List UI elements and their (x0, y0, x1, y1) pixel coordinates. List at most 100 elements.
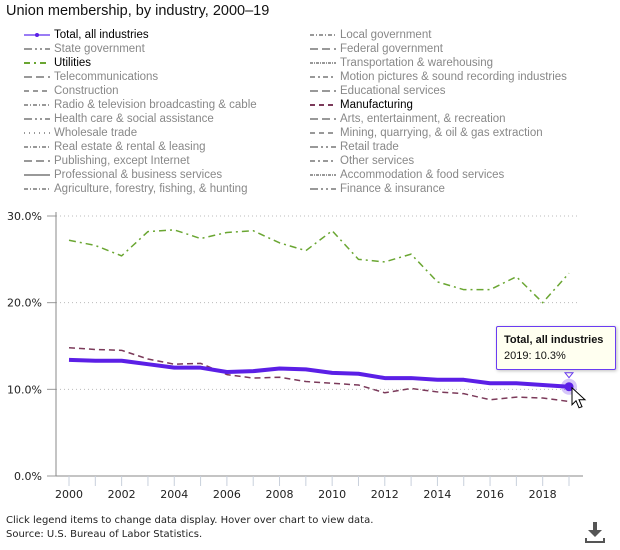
legend-item-total-all-industries[interactable]: Total, all industries (22, 28, 302, 42)
legend-item-construction[interactable]: Construction (22, 84, 302, 98)
legend-line-icon (24, 118, 50, 120)
legend-label: Other services (340, 155, 415, 167)
series-line-total-all-industries (68, 357, 570, 389)
legend-line-icon (310, 118, 336, 120)
legend-line-icon (310, 174, 336, 176)
legend-item-health-care-social-assistance[interactable]: Health care & social assistance (22, 112, 302, 126)
legend-label: Utilities (54, 57, 92, 69)
legend-line-icon (310, 132, 336, 134)
legend-item-real-estate-rental-leasing[interactable]: Real estate & rental & leasing (22, 140, 302, 154)
legend-line-icon (24, 33, 50, 37)
legend-line-icon (24, 104, 50, 106)
footer-source: Source: U.S. Bureau of Labor Statistics. (6, 529, 203, 540)
legend-item-motion-pictures-sound-recording-industries[interactable]: Motion pictures & sound recording indust… (308, 70, 618, 84)
legend-line-icon (310, 104, 336, 106)
legend-item-educational-services[interactable]: Educational services (308, 84, 618, 98)
legend-item-finance-insurance[interactable]: Finance & insurance (308, 182, 618, 196)
x-tick-label: 2006 (213, 488, 241, 501)
download-icon[interactable] (584, 520, 606, 544)
legend-item-radio-television-broadcasting-cable[interactable]: Radio & television broadcasting & cable (22, 98, 302, 112)
legend-line-icon (24, 174, 50, 176)
cursor-icon (571, 386, 587, 409)
series-line-manufacturing (68, 346, 570, 403)
legend-line-icon (310, 48, 336, 50)
data-point-marker (564, 382, 574, 392)
legend-item-wholesale-trade[interactable]: Wholesale trade (22, 126, 302, 140)
x-tick-label: 2018 (529, 488, 557, 501)
legend-label: Accommodation & food services (340, 169, 505, 181)
legend-label: Finance & insurance (340, 183, 445, 195)
legend-label: Radio & television broadcasting & cable (54, 99, 257, 111)
legend-item-professional-business-services[interactable]: Professional & business services (22, 168, 302, 182)
legend-label: Local government (340, 29, 432, 41)
legend-line-icon (24, 76, 50, 78)
legend-line-icon (310, 62, 336, 64)
y-tick-label: 30.0% (7, 210, 42, 223)
legend-line-icon (24, 160, 50, 162)
legend-item-telecommunications[interactable]: Telecommunications (22, 70, 302, 84)
footer-note: Click legend items to change data displa… (6, 515, 374, 526)
legend-label: Wholesale trade (54, 127, 138, 139)
legend-line-icon (24, 48, 50, 50)
x-tick-label: 2000 (55, 488, 83, 501)
legend-item-transportation-warehousing[interactable]: Transportation & warehousing (308, 56, 618, 70)
legend-line-icon (310, 146, 336, 148)
legend-item-agriculture-forestry-fishing-hunting[interactable]: Agriculture, forestry, fishing, & huntin… (22, 182, 302, 196)
x-tick-label: 2014 (423, 488, 451, 501)
legend-line-icon (310, 188, 336, 190)
legend-label: Total, all industries (54, 29, 149, 41)
legend-item-state-government[interactable]: State government (22, 42, 302, 56)
legend-label: Construction (54, 85, 119, 97)
x-tick-label: 2008 (266, 488, 294, 501)
legend-label: Telecommunications (54, 71, 159, 83)
x-tick-label: 2016 (476, 488, 504, 501)
legend-label: Federal government (340, 43, 443, 55)
legend-label: Retail trade (340, 141, 399, 153)
legend-label: Agriculture, forestry, fishing, & huntin… (54, 183, 248, 195)
legend-label: Mining, quarrying, & oil & gas extractio… (340, 127, 543, 139)
legend-item-federal-government[interactable]: Federal government (308, 42, 618, 56)
chart-title: Union membership, by industry, 2000–19 (6, 3, 270, 19)
x-tick-label: 2010 (318, 488, 346, 501)
legend-label: Transportation & warehousing (340, 57, 493, 69)
legend-label: Publishing, except Internet (54, 155, 190, 167)
legend-item-retail-trade[interactable]: Retail trade (308, 140, 618, 154)
legend-label: Health care & social assistance (54, 113, 214, 125)
legend-item-utilities[interactable]: Utilities (22, 56, 302, 70)
series-line-utilities (68, 229, 570, 304)
legend-item-local-government[interactable]: Local government (308, 28, 618, 42)
legend-line-icon (310, 76, 336, 78)
tooltip-pointer (563, 372, 575, 379)
legend-item-accommodation-food-services[interactable]: Accommodation & food services (308, 168, 618, 182)
legend-item-other-services[interactable]: Other services (308, 154, 618, 168)
x-tick-label: 2004 (160, 488, 188, 501)
legend-label: Motion pictures & sound recording indust… (340, 71, 567, 83)
legend-label: Real estate & rental & leasing (54, 141, 206, 153)
legend-line-icon (24, 90, 50, 92)
legend-label: State government (54, 43, 145, 55)
legend-item-publishing-except-internet[interactable]: Publishing, except Internet (22, 154, 302, 168)
legend-line-icon (24, 146, 50, 148)
legend-label: Manufacturing (340, 99, 413, 111)
legend-line-icon (24, 188, 50, 190)
legend-label: Professional & business services (54, 169, 223, 181)
tooltip-title: Total, all industries (504, 334, 604, 346)
y-tick-label: 20.0% (7, 297, 42, 310)
legend-item-mining-quarrying-oil-gas-extraction[interactable]: Mining, quarrying, & oil & gas extractio… (308, 126, 618, 140)
legend-label: Educational services (340, 85, 446, 97)
legend-item-arts-entertainment-recreation[interactable]: Arts, entertainment, & recreation (308, 112, 618, 126)
line-chart[interactable]: 0.0% 10.0% 20.0% 30.0% 2000 2002 2004 2006 2008 2… (0, 0, 620, 520)
y-tick-label: 0.0% (14, 470, 42, 483)
x-tick-label: 2012 (371, 488, 399, 501)
legend-label: Arts, entertainment, & recreation (340, 113, 506, 125)
legend-line-icon (310, 90, 336, 92)
legend-line-icon (310, 34, 336, 36)
legend-item-manufacturing[interactable]: Manufacturing (308, 98, 618, 112)
tooltip-value: 2019: 10.3% (504, 350, 566, 362)
legend-line-icon (24, 62, 50, 64)
y-tick-label: 10.0% (7, 383, 42, 396)
tooltip: Total, all industries 2019: 10.3% (496, 326, 616, 370)
legend-line-icon (310, 160, 336, 162)
x-tick-label: 2002 (108, 488, 136, 501)
